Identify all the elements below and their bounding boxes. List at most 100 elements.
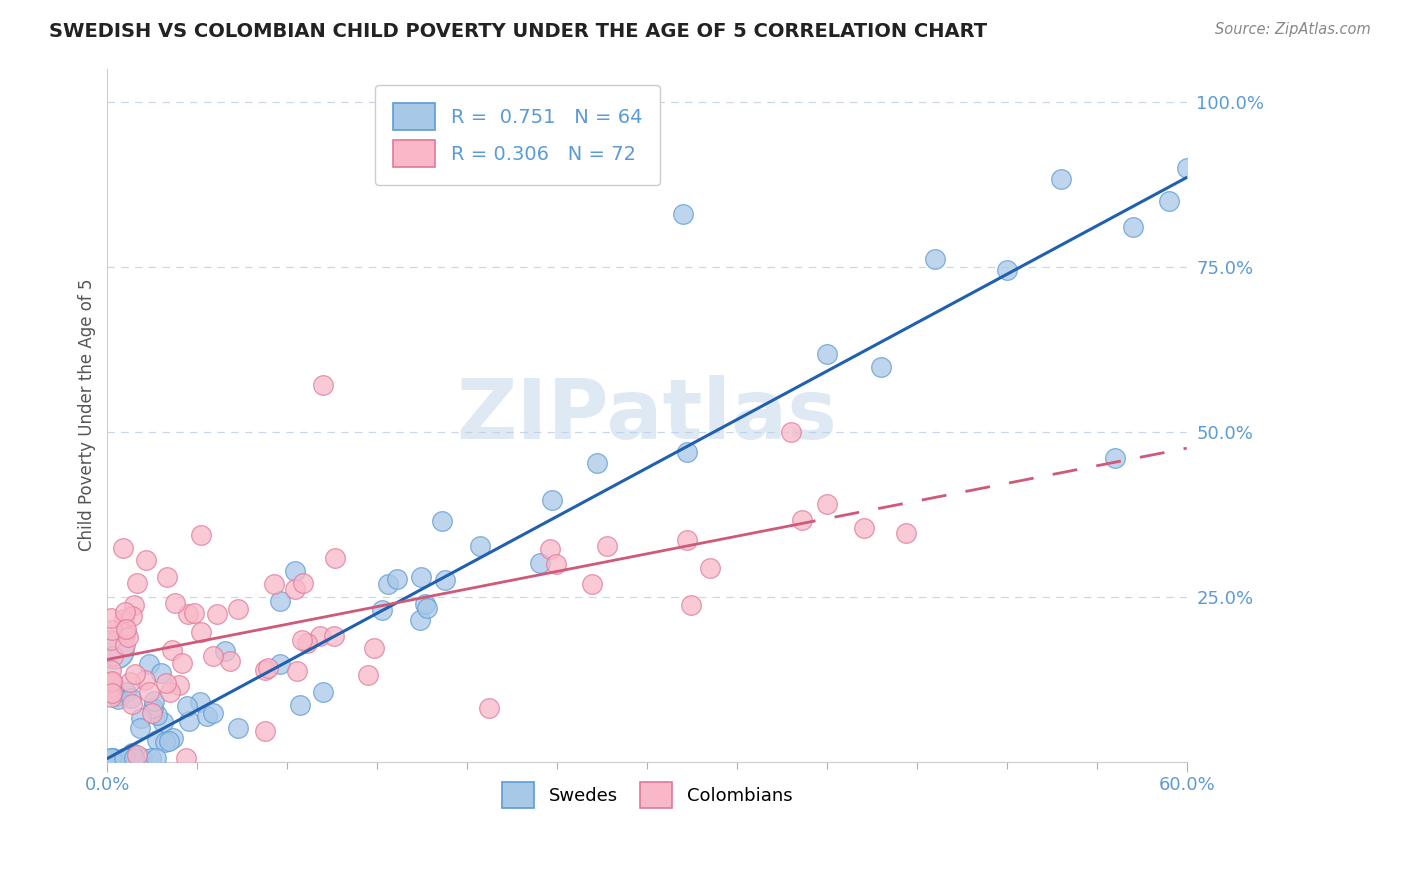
Point <box>149 666 172 681</box>
Point <box>322 629 344 643</box>
Point <box>1175 161 1198 175</box>
Point <box>995 263 1018 277</box>
Point <box>101 751 124 765</box>
Point <box>595 539 617 553</box>
Point <box>100 663 122 677</box>
Text: ZIPatlas: ZIPatlas <box>457 375 838 456</box>
Point <box>100 632 122 647</box>
Point <box>177 607 200 621</box>
Point <box>292 575 315 590</box>
Point <box>357 667 380 681</box>
Point <box>183 606 205 620</box>
Point <box>538 542 561 557</box>
Point <box>218 654 240 668</box>
Point <box>114 638 136 652</box>
Point <box>100 623 122 637</box>
Point <box>112 751 135 765</box>
Point <box>254 724 277 739</box>
Point <box>288 698 311 713</box>
Point <box>371 602 394 616</box>
Point <box>675 444 697 458</box>
Point <box>146 733 169 747</box>
Point <box>1104 451 1126 466</box>
Point <box>672 207 695 221</box>
Point <box>195 709 218 723</box>
Point <box>870 359 893 374</box>
Point <box>138 685 160 699</box>
Point <box>124 751 146 765</box>
Point <box>167 678 190 692</box>
Point <box>176 698 198 713</box>
Point <box>284 564 307 578</box>
Point <box>159 685 181 699</box>
Point <box>101 751 124 765</box>
Point <box>257 660 280 674</box>
Point <box>541 493 564 508</box>
Point <box>115 685 138 699</box>
Point <box>679 598 702 612</box>
Point <box>174 751 197 765</box>
Point <box>114 751 136 765</box>
Point <box>699 561 721 575</box>
Point <box>924 252 946 266</box>
Point <box>269 594 291 608</box>
Point <box>107 692 129 706</box>
Point <box>201 648 224 663</box>
Point <box>101 675 124 690</box>
Point <box>815 347 838 361</box>
Point <box>103 642 125 657</box>
Point <box>411 570 433 584</box>
Point <box>214 644 236 658</box>
Point <box>790 513 813 527</box>
Point <box>111 541 134 555</box>
Point <box>100 679 122 693</box>
Point <box>120 690 142 705</box>
Point <box>815 497 838 511</box>
Point <box>127 576 149 591</box>
Point <box>131 751 153 765</box>
Point <box>118 675 141 690</box>
Point <box>546 557 568 571</box>
Point <box>295 635 318 649</box>
Point <box>434 573 457 587</box>
Point <box>100 751 122 765</box>
Point <box>172 656 194 670</box>
Point <box>101 686 124 700</box>
Point <box>100 611 122 625</box>
Point <box>468 539 491 553</box>
Point <box>100 674 122 689</box>
Point <box>157 733 180 747</box>
Point <box>226 602 249 616</box>
Point <box>190 624 212 639</box>
Point <box>228 721 250 735</box>
Point <box>134 673 156 687</box>
Point <box>581 576 603 591</box>
Point <box>141 706 163 721</box>
Point <box>323 550 346 565</box>
Point <box>121 746 143 760</box>
Point <box>100 690 122 704</box>
Point <box>409 613 432 627</box>
Point <box>114 623 136 637</box>
Point <box>105 689 128 703</box>
Text: SWEDISH VS COLOMBIAN CHILD POVERTY UNDER THE AGE OF 5 CORRELATION CHART: SWEDISH VS COLOMBIAN CHILD POVERTY UNDER… <box>49 22 987 41</box>
Point <box>1157 194 1180 208</box>
Point <box>675 533 697 547</box>
Point <box>146 708 169 723</box>
Point <box>163 596 186 610</box>
Point <box>152 714 174 729</box>
Point <box>269 657 291 672</box>
Point <box>263 577 285 591</box>
Point <box>430 514 453 528</box>
Point <box>416 600 439 615</box>
Point <box>284 582 307 597</box>
Point <box>121 609 143 624</box>
Point <box>529 556 551 570</box>
Point <box>894 525 917 540</box>
Point <box>308 629 330 643</box>
Point <box>190 527 212 541</box>
Point <box>1049 172 1071 186</box>
Point <box>205 607 228 622</box>
Point <box>139 751 162 765</box>
Point <box>179 714 201 729</box>
